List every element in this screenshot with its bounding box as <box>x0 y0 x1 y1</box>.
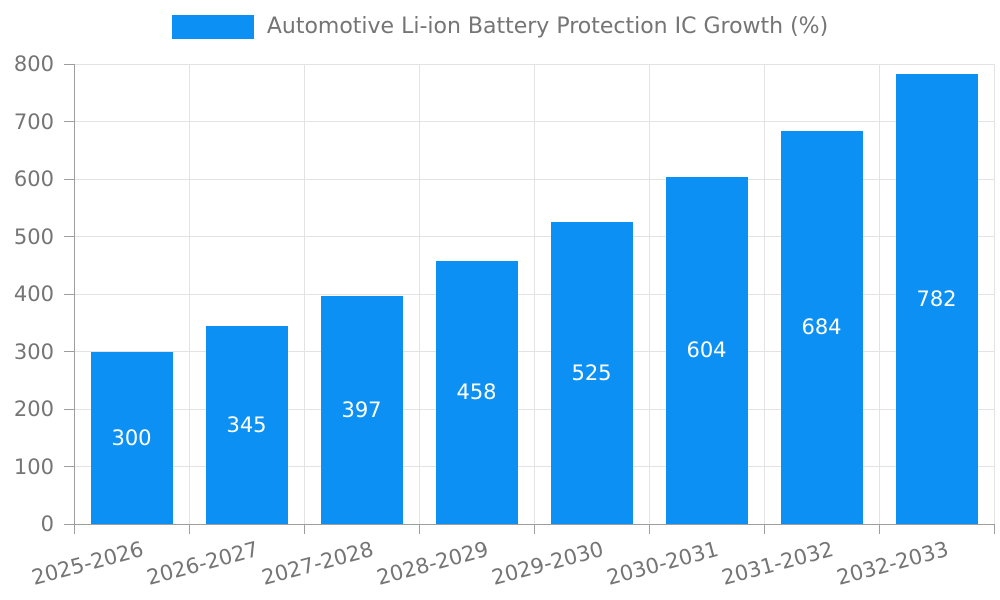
bar[interactable] <box>90 351 173 524</box>
y-tick <box>64 523 74 525</box>
x-tick-label: 2027-2028 <box>259 536 376 590</box>
bar-value-label: 525 <box>571 361 612 386</box>
x-tick <box>73 524 75 534</box>
y-tick-label: 700 <box>13 109 54 134</box>
x-gridline <box>303 64 305 524</box>
x-tick <box>993 524 995 534</box>
y-tick <box>64 466 74 467</box>
bar-value-label: 684 <box>801 315 842 340</box>
x-tick <box>648 524 650 534</box>
x-gridline <box>188 64 190 524</box>
y-tick <box>64 178 74 180</box>
y-tick-label: 0 <box>40 512 54 536</box>
bar[interactable] <box>320 295 403 524</box>
x-tick-label: 2030-2031 <box>604 536 721 590</box>
legend-item[interactable]: Automotive Li-ion Battery Protection IC … <box>171 14 829 39</box>
y-tick-label: 300 <box>13 339 54 364</box>
y-tick <box>64 351 74 352</box>
bar[interactable] <box>205 325 288 524</box>
y-tick-label: 100 <box>13 454 54 479</box>
bar[interactable] <box>895 74 978 524</box>
y-tick <box>64 121 74 122</box>
x-gridline <box>878 64 880 524</box>
legend: Automotive Li-ion Battery Protection IC … <box>0 14 1000 39</box>
x-tick <box>763 524 765 534</box>
legend-swatch-icon <box>171 14 254 39</box>
x-tick-label: 2029-2030 <box>489 536 606 590</box>
bar-value-label: 458 <box>456 380 497 405</box>
x-tick <box>303 524 305 534</box>
bar-value-label: 300 <box>111 425 152 450</box>
y-axis-line <box>73 64 75 524</box>
bar-value-label: 397 <box>341 397 382 422</box>
x-gridline <box>993 64 995 524</box>
x-gridline <box>648 64 650 524</box>
bar[interactable] <box>665 176 748 524</box>
x-tick <box>878 524 880 534</box>
x-axis-line <box>74 523 994 525</box>
bar-value-label: 782 <box>916 287 957 312</box>
x-tick <box>188 524 190 534</box>
x-tick <box>418 524 420 534</box>
bar-value-label: 604 <box>686 338 727 363</box>
y-tick-label: 600 <box>13 167 54 191</box>
x-tick-label: 2026-2027 <box>144 536 261 590</box>
bar[interactable] <box>550 222 633 524</box>
x-tick-label: 2031-2032 <box>719 536 836 590</box>
x-tick-label: 2028-2029 <box>374 536 491 590</box>
y-tick-label: 500 <box>13 224 54 249</box>
y-tick-label: 800 <box>13 52 54 76</box>
y-tick <box>64 236 74 237</box>
bar-value-label: 345 <box>226 412 267 437</box>
bar[interactable] <box>780 130 863 524</box>
x-gridline <box>763 64 765 524</box>
y-tick <box>64 63 74 65</box>
legend-label: Automotive Li-ion Battery Protection IC … <box>266 14 829 39</box>
x-gridline <box>533 64 535 524</box>
y-tick <box>64 293 74 295</box>
x-gridline <box>418 64 420 524</box>
x-tick-label: 2032-2033 <box>834 536 951 590</box>
bar[interactable] <box>435 260 518 524</box>
x-tick <box>533 524 535 534</box>
y-tick-label: 200 <box>13 397 54 421</box>
y-tick <box>64 408 74 410</box>
x-tick-label: 2025-2026 <box>29 536 146 590</box>
y-tick-label: 400 <box>13 282 54 306</box>
